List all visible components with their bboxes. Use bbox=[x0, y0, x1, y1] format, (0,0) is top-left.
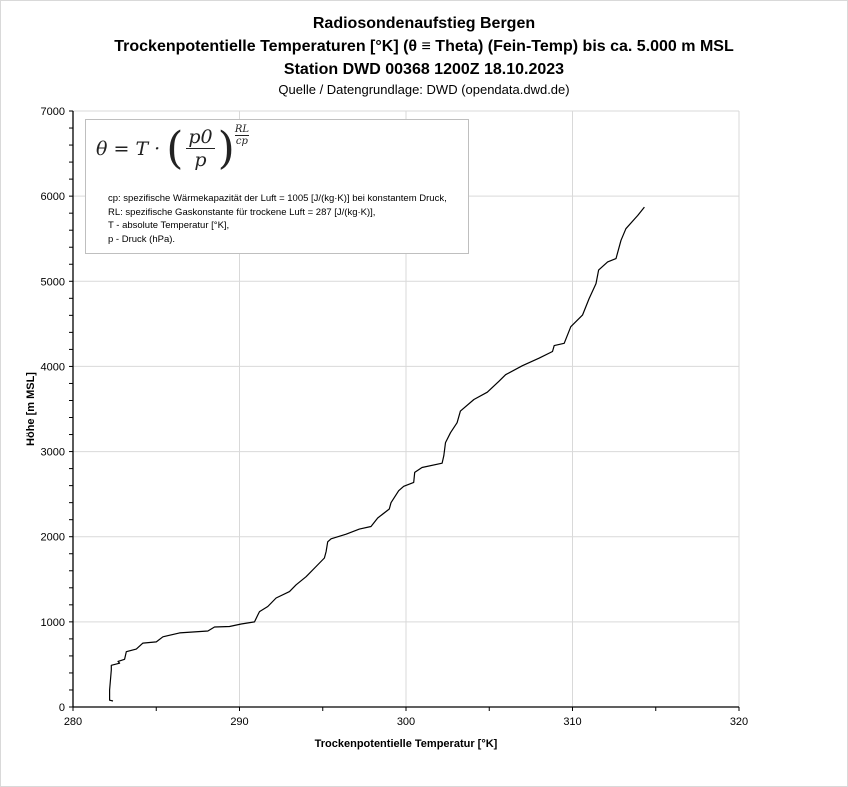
legend-line-p: p - Druck (hPa). bbox=[108, 233, 176, 245]
legend-line-t: T - absolute Temperatur [°K], bbox=[108, 220, 230, 231]
formula-exp-denominator: cp bbox=[235, 136, 248, 147]
x-tick-label: 310 bbox=[563, 716, 581, 728]
formula-denominator: p bbox=[194, 149, 207, 171]
theta-formula: θ = T · ( p0 p ) RL cp bbox=[96, 122, 249, 174]
x-tick-label: 290 bbox=[230, 716, 248, 728]
y-tick-label: 4000 bbox=[41, 361, 65, 373]
y-tick-label: 5000 bbox=[41, 276, 65, 288]
theta-series-line bbox=[109, 206, 645, 702]
y-tick-label: 2000 bbox=[41, 532, 65, 544]
y-axis-label: Höhe [m MSL] bbox=[25, 372, 37, 446]
chart-subtitle-2: Station DWD 00368 1200Z 18.10.2023 bbox=[283, 61, 565, 78]
chart-title: Radiosondenaufstieg Bergen bbox=[312, 15, 536, 32]
chart-source: Quelle / Datengrundlage: DWD (opendata.d… bbox=[278, 82, 570, 97]
x-axis-label: Trockenpotentielle Temperatur [°K] bbox=[315, 738, 498, 750]
chart-subtitle-1: Trockenpotentielle Temperaturen [°K] (θ … bbox=[114, 38, 734, 55]
legend-line-cp: cp: spezifische Wärmekapazität der Luft … bbox=[108, 193, 447, 204]
y-tick-label: 1000 bbox=[41, 617, 65, 629]
y-tick-label: 6000 bbox=[41, 191, 65, 203]
legend-line-rl: RL: spezifische Gaskonstante für trocken… bbox=[108, 206, 376, 218]
x-tick-label: 300 bbox=[397, 716, 415, 728]
y-tick-label: 0 bbox=[59, 702, 65, 714]
formula-exp-numerator: RL bbox=[234, 124, 249, 136]
y-tick-label: 7000 bbox=[41, 106, 65, 118]
formula-box: θ = T · ( p0 p ) RL cp cp: spezifische Wär… bbox=[85, 119, 469, 254]
x-tick-label: 280 bbox=[64, 716, 82, 728]
formula-lhs: θ = T · bbox=[96, 137, 161, 160]
formula-numerator: p0 bbox=[186, 126, 215, 149]
x-tick-label: 320 bbox=[730, 716, 748, 728]
y-tick-label: 3000 bbox=[41, 447, 65, 459]
